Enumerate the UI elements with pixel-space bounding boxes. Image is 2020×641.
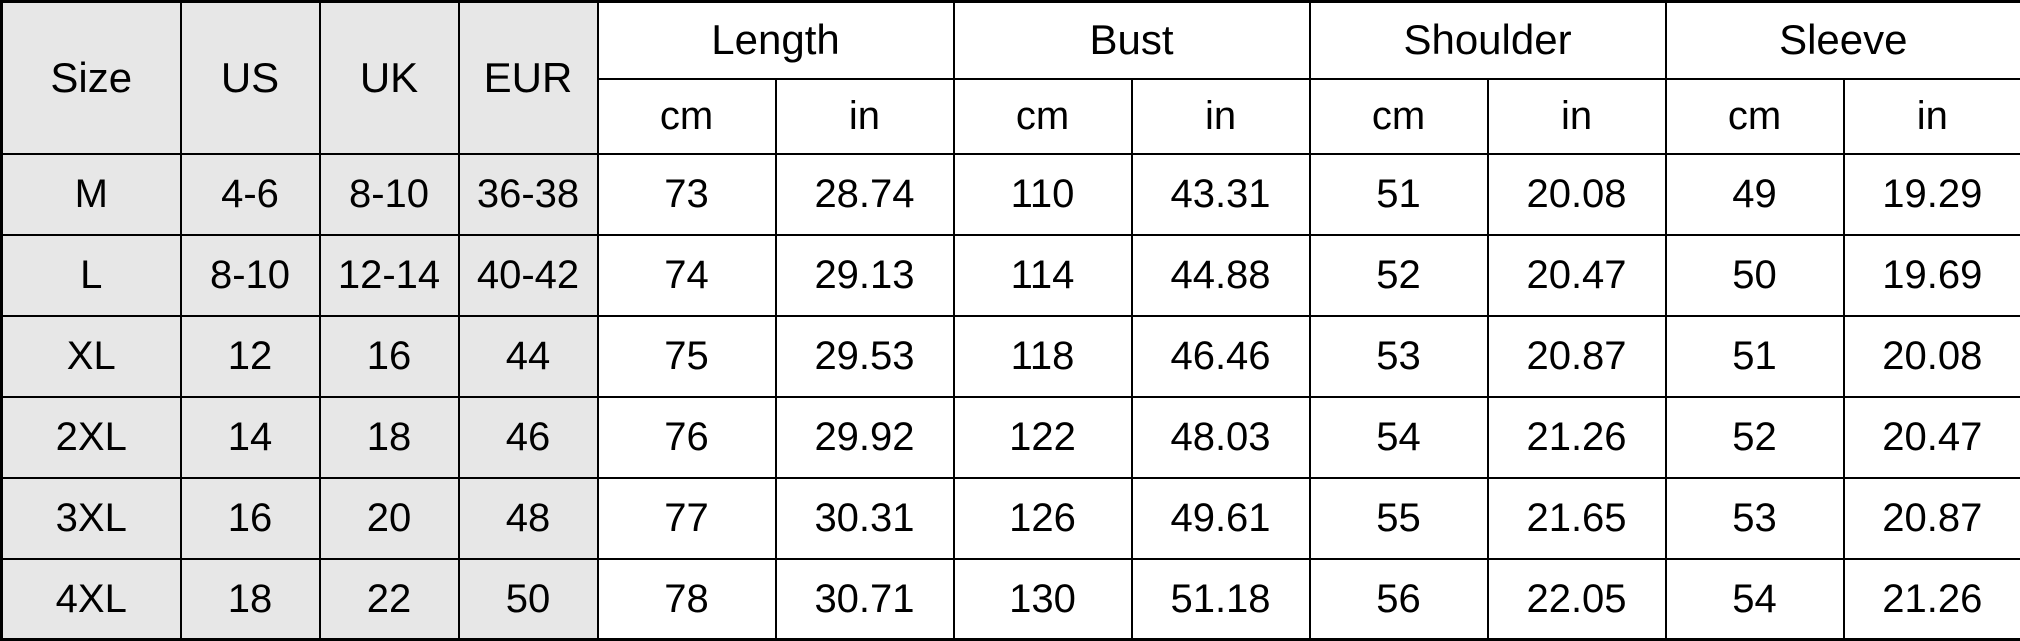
- measurement-cell: 51: [1308, 152, 1489, 236]
- measurement-cell: 14: [179, 395, 321, 479]
- header-us: US: [179, 0, 321, 155]
- measurement-cell: 20.87: [1842, 476, 2020, 560]
- measurement-cell: 49: [1664, 152, 1845, 236]
- measurement-cell: 48: [457, 476, 599, 560]
- measurement-cell: 36-38: [457, 152, 599, 236]
- table-body: M 4-6 8-10 36-38 73 28.74 110 43.31 51 20.08 49 19.…: [0, 152, 2020, 641]
- measurement-cell: 20.08: [1486, 152, 1667, 236]
- measurement-cell: 20.47: [1486, 233, 1667, 317]
- measurement-cell: 73: [596, 152, 777, 236]
- measurement-cell: 53: [1664, 476, 1845, 560]
- measurement-cell: 12: [179, 314, 321, 398]
- header-units-row: cm in cm in cm in cm in: [2, 77, 2020, 155]
- table-row: 4XL 18 22 50 78 30.71 130 51.18 56 22.05 54 21.26: [0, 557, 2020, 641]
- measurement-cell: 12-14: [318, 233, 460, 317]
- measurement-cell: 30.71: [774, 557, 955, 641]
- size-label-cell: M: [0, 152, 182, 236]
- measurement-cell: 77: [596, 476, 777, 560]
- measurement-cell: 52: [1664, 395, 1845, 479]
- measurement-cell: 51.18: [1130, 557, 1311, 641]
- table-row: 2XL 14 18 46 76 29.92 122 48.03 54 21.26 52 20.47: [0, 395, 2020, 479]
- measurement-cell: 50: [457, 557, 599, 641]
- size-label-cell: XL: [0, 314, 182, 398]
- size-label-cell: 3XL: [0, 476, 182, 560]
- measurement-cell: 55: [1308, 476, 1489, 560]
- measurement-cell: 54: [1664, 557, 1845, 641]
- measurement-cell: 18: [179, 557, 321, 641]
- unit-header-bust-in: in: [1130, 77, 1311, 155]
- measurement-cell: 21.26: [1486, 395, 1667, 479]
- measurement-cell: 22.05: [1486, 557, 1667, 641]
- measurement-cell: 20: [318, 476, 460, 560]
- measurement-cell: 130: [952, 557, 1133, 641]
- measurement-cell: 29.13: [774, 233, 955, 317]
- measurement-cell: 44.88: [1130, 233, 1311, 317]
- measurement-cell: 54: [1308, 395, 1489, 479]
- measurement-cell: 22: [318, 557, 460, 641]
- measurement-cell: 8-10: [179, 233, 321, 317]
- measurement-cell: 52: [1308, 233, 1489, 317]
- measurement-cell: 118: [952, 314, 1133, 398]
- measurement-cell: 4-6: [179, 152, 321, 236]
- size-label-cell: 2XL: [0, 395, 182, 479]
- measurement-cell: 16: [318, 314, 460, 398]
- measurement-cell: 46: [457, 395, 599, 479]
- measurement-cell: 20.08: [1842, 314, 2020, 398]
- measurement-cell: 75: [596, 314, 777, 398]
- measurement-cell: 18: [318, 395, 460, 479]
- measurement-cell: 40-42: [457, 233, 599, 317]
- unit-header-sleeve-cm: cm: [1664, 77, 1845, 155]
- measurement-cell: 21.26: [1842, 557, 2020, 641]
- unit-header-shoulder-cm: cm: [1308, 77, 1489, 155]
- size-label-cell: 4XL: [0, 557, 182, 641]
- measurement-cell: 29.53: [774, 314, 955, 398]
- measurement-cell: 19.29: [1842, 152, 2020, 236]
- measurement-cell: 16: [179, 476, 321, 560]
- measurement-cell: 51: [1664, 314, 1845, 398]
- measurement-cell: 78: [596, 557, 777, 641]
- measurement-cell: 49.61: [1130, 476, 1311, 560]
- measurement-cell: 50: [1664, 233, 1845, 317]
- header-size: Size: [0, 0, 182, 155]
- measurement-cell: 43.31: [1130, 152, 1311, 236]
- table-row: L 8-10 12-14 40-42 74 29.13 114 44.88 52 20.47 50 1…: [0, 233, 2020, 317]
- measurement-cell: 20.47: [1842, 395, 2020, 479]
- measurement-cell: 46.46: [1130, 314, 1311, 398]
- measurement-cell: 122: [952, 395, 1133, 479]
- header-uk: UK: [318, 0, 460, 155]
- unit-header-sleeve-in: in: [1842, 77, 2020, 155]
- table-row: 3XL 16 20 48 77 30.31 126 49.61 55 21.65 53 20.87: [0, 476, 2020, 560]
- unit-header-length-cm: cm: [596, 77, 777, 155]
- measurement-cell: 44: [457, 314, 599, 398]
- measurement-cell: 19.69: [1842, 233, 2020, 317]
- unit-header-bust-cm: cm: [952, 77, 1133, 155]
- header-sleeve: Sleeve: [1664, 0, 2020, 80]
- size-label-cell: L: [0, 233, 182, 317]
- measurement-cell: 21.65: [1486, 476, 1667, 560]
- header-group-row: Size US UK EUR Length Bust Shoulder Slee…: [0, 0, 2020, 155]
- unit-header-shoulder-in: in: [1486, 77, 1667, 155]
- header-bust: Bust: [952, 0, 1311, 80]
- measurement-cell: 20.87: [1486, 314, 1667, 398]
- header-shoulder: Shoulder: [1308, 0, 1667, 80]
- measurement-cell: 126: [952, 476, 1133, 560]
- measurement-cell: 48.03: [1130, 395, 1311, 479]
- header-length: Length: [596, 0, 955, 80]
- measurement-cell: 56: [1308, 557, 1489, 641]
- measurement-cell: 30.31: [774, 476, 955, 560]
- measurement-cell: 28.74: [774, 152, 955, 236]
- unit-header-length-in: in: [774, 77, 955, 155]
- table-row: XL 12 16 44 75 29.53 118 46.46 53 20.87 51 20.08: [0, 314, 2020, 398]
- measurement-cell: 29.92: [774, 395, 955, 479]
- measurement-cell: 76: [596, 395, 777, 479]
- measurement-cell: 8-10: [318, 152, 460, 236]
- measurement-cell: 114: [952, 233, 1133, 317]
- table-row: M 4-6 8-10 36-38 73 28.74 110 43.31 51 20.08 49 19.…: [0, 152, 2020, 236]
- measurement-cell: 53: [1308, 314, 1489, 398]
- header-eur: EUR: [457, 0, 599, 155]
- measurement-cell: 110: [952, 152, 1133, 236]
- measurement-cell: 74: [596, 233, 777, 317]
